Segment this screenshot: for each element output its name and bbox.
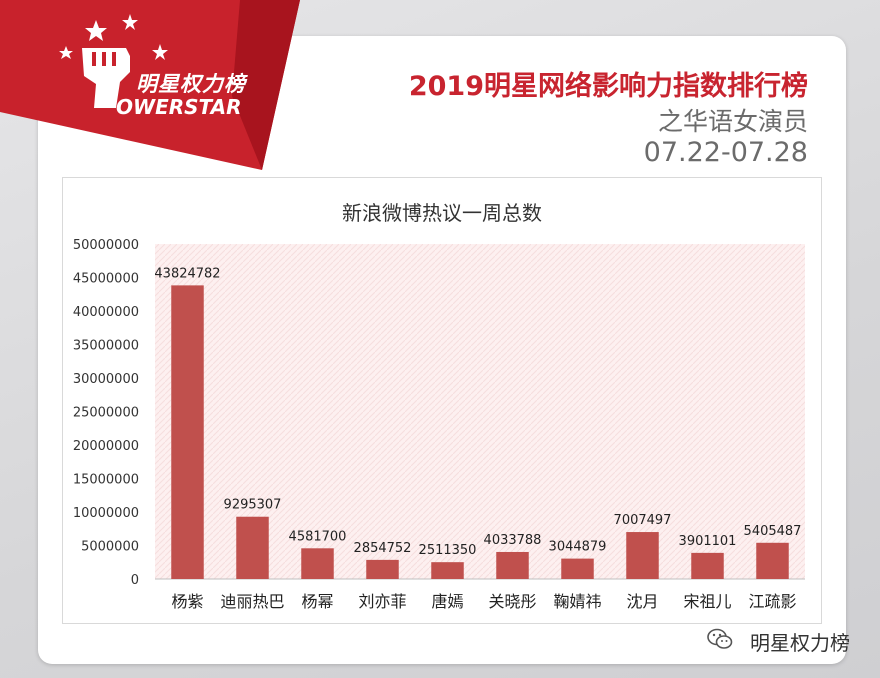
bar (366, 559, 399, 579)
bar-value-label: 2854752 (354, 541, 412, 556)
y-tick-label: 10000000 (73, 506, 139, 521)
chart-frame: 新浪微博热议一周总数 0 5000000 10000000 15000000 20000… (62, 177, 822, 624)
star-icon (152, 44, 168, 60)
y-tick-label: 35000000 (73, 339, 139, 354)
y-tick-label: 25000000 (73, 406, 139, 421)
y-tick-label: 30000000 (73, 372, 139, 387)
star-icon (122, 14, 138, 30)
y-tick-label: 15000000 (73, 473, 139, 488)
chart-title: 新浪微博热议一周总数 (342, 201, 542, 225)
logo-chinese-text: 明星权力榜 (136, 72, 246, 96)
bar (236, 516, 269, 579)
x-category-label: 宋祖儿 (683, 592, 731, 611)
wechat-icon (707, 628, 733, 649)
logo-english-text: OWERSTAR (116, 95, 242, 119)
bar-value-label: 4033788 (484, 533, 542, 548)
bar-value-label: 4581700 (289, 529, 347, 544)
bar-chart: 新浪微博热议一周总数 0 5000000 10000000 15000000 20000… (73, 201, 805, 611)
x-category-label: 杨幂 (301, 592, 333, 611)
bar (626, 532, 659, 579)
footer-account-name: 明星权力榜 (750, 631, 850, 655)
x-category-label: 沈月 (626, 592, 658, 611)
x-category-label: 鞠婧祎 (553, 592, 601, 611)
bar-value-label: 3901101 (679, 534, 737, 549)
bar (496, 551, 529, 579)
page-title: 2019明星网络影响力指数排行榜 (408, 71, 808, 102)
bar (756, 542, 789, 579)
fist-logo-icon (82, 48, 130, 108)
page-subtitle: 之华语女演员 (657, 107, 808, 136)
star-icon (85, 20, 107, 41)
y-tick-label: 45000000 (73, 272, 139, 287)
x-category-label: 迪丽热巴 (220, 592, 284, 611)
bar-value-label: 43824782 (154, 266, 220, 281)
bar (561, 558, 594, 579)
y-tick-label: 40000000 (73, 305, 139, 320)
x-category-label: 唐嫣 (431, 592, 463, 611)
bar (691, 552, 724, 579)
bar-value-label: 9295307 (224, 498, 282, 513)
x-category-label: 江疏影 (748, 592, 796, 611)
x-category-label: 杨紫 (171, 592, 203, 611)
bar-value-label: 3044879 (549, 540, 607, 555)
bar-value-label: 2511350 (419, 543, 477, 558)
red-ribbon-banner (0, 0, 300, 170)
date-range: 07.22-07.28 (643, 137, 808, 168)
y-tick-label: 5000000 (81, 540, 139, 555)
y-tick-label: 20000000 (73, 439, 139, 454)
bar (301, 548, 334, 579)
bar-value-label: 7007497 (614, 513, 672, 528)
bar (431, 562, 464, 579)
y-tick-label: 0 (131, 573, 139, 588)
bar-value-label: 5405487 (744, 524, 802, 539)
x-category-label: 刘亦菲 (358, 592, 406, 611)
bar (171, 285, 204, 579)
x-category-label: 关晓彤 (488, 592, 536, 611)
star-icon (59, 46, 73, 59)
y-tick-label: 50000000 (73, 238, 139, 253)
